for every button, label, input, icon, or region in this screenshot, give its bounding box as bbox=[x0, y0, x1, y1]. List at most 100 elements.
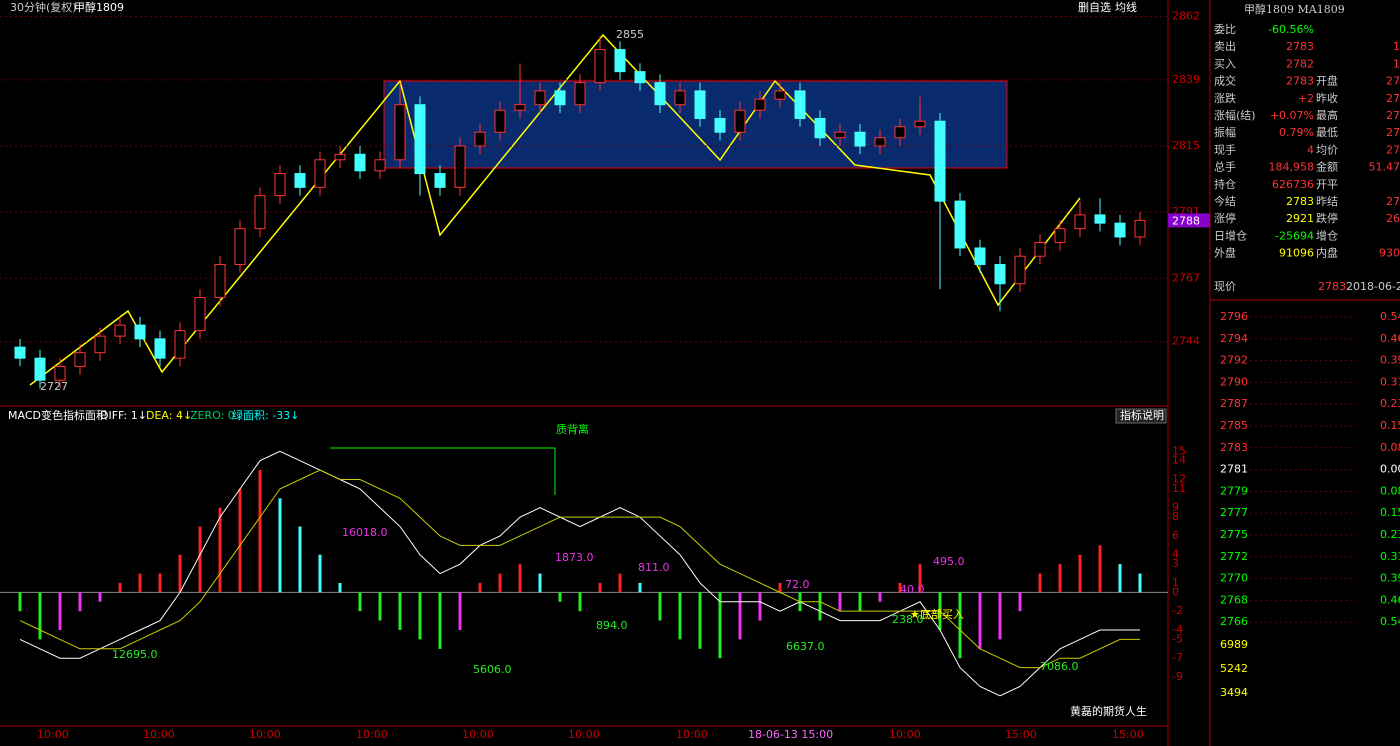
y-tick-label: -5 bbox=[1172, 632, 1183, 645]
button[interactable]: 指标说明 bbox=[1120, 408, 1164, 422]
candle-body bbox=[994, 263, 1006, 285]
volume-label: 6989 bbox=[1220, 638, 1248, 651]
y-tick-label: 2744 bbox=[1172, 335, 1200, 348]
macd-bar bbox=[698, 592, 702, 649]
macd-bar bbox=[418, 592, 422, 640]
annotation: 6637.0 bbox=[786, 640, 825, 653]
annotation: 495.0 bbox=[933, 555, 965, 568]
current-price: 2788 bbox=[1172, 214, 1200, 227]
last-label: 现价 bbox=[1214, 280, 1236, 293]
macd-bar bbox=[98, 592, 102, 602]
candle-body bbox=[674, 90, 686, 106]
annotation: 811.0 bbox=[638, 561, 670, 574]
annotation: 12695.0 bbox=[112, 648, 158, 661]
x-tick-label: 10:00 bbox=[568, 728, 600, 741]
mini-pct: 0.31 bbox=[1380, 375, 1400, 388]
quote-label: 涨幅(结) bbox=[1214, 109, 1256, 122]
button[interactable]: 删自选 bbox=[1078, 1, 1111, 14]
candle-body bbox=[354, 153, 366, 172]
x-tick-label: 18-06-13 15:00 bbox=[748, 728, 833, 741]
macd-bar bbox=[518, 564, 522, 593]
candle-body bbox=[1034, 241, 1046, 257]
macd-title: MACD变色指标面积 bbox=[8, 408, 107, 422]
candle-body bbox=[454, 145, 466, 188]
mini-price: 2766 bbox=[1220, 615, 1248, 628]
candle-body bbox=[274, 173, 286, 197]
candle-body bbox=[294, 173, 306, 188]
quote-value: 1 bbox=[1393, 57, 1400, 70]
quote-value: 27 bbox=[1386, 143, 1400, 156]
candle-body bbox=[714, 117, 726, 133]
quote-value: 2783 bbox=[1286, 75, 1314, 88]
y-tick-label: 2839 bbox=[1172, 73, 1200, 86]
macd-bar bbox=[1018, 592, 1022, 612]
candle-body bbox=[154, 338, 166, 359]
x-tick-label: 10:00 bbox=[889, 728, 921, 741]
mini-price: 2772 bbox=[1220, 550, 1248, 563]
mini-price: 2796 bbox=[1220, 310, 1248, 323]
mini-pct: 0.23 bbox=[1380, 397, 1400, 410]
y-tick-label: 14 bbox=[1172, 454, 1186, 467]
quote-label: 现手 bbox=[1214, 142, 1236, 156]
annotation: 2855 bbox=[616, 28, 644, 41]
quote-value: 930 bbox=[1379, 247, 1400, 260]
legend-dea: DEA: 4↓ bbox=[146, 409, 192, 422]
quote-value: 4 bbox=[1307, 143, 1314, 156]
x-tick-label: 15:00 bbox=[1112, 728, 1144, 741]
quote-value: 91096 bbox=[1279, 247, 1314, 260]
quote-label: 昨结 bbox=[1316, 195, 1338, 208]
x-tick-label: 10:00 bbox=[356, 728, 388, 741]
x-tick-label: 10:00 bbox=[143, 728, 175, 741]
quote-label: 持仓 bbox=[1214, 177, 1236, 191]
quote-value: 1 bbox=[1393, 40, 1400, 53]
y-tick-label: 12 bbox=[1172, 472, 1186, 485]
mini-pct: 0.39 bbox=[1380, 354, 1400, 367]
candle-body bbox=[94, 335, 106, 354]
candle-body bbox=[934, 120, 946, 202]
candle-body bbox=[374, 159, 386, 172]
volume-label: 5242 bbox=[1220, 662, 1248, 675]
quote-value: 26 bbox=[1386, 212, 1400, 225]
quote-label: 外盘 bbox=[1214, 246, 1236, 260]
button[interactable]: 均线 bbox=[1115, 0, 1137, 14]
quote-value: 51.47 bbox=[1369, 161, 1400, 174]
y-tick-label: 2862 bbox=[1172, 10, 1200, 23]
macd-bar bbox=[618, 573, 622, 593]
candle-body bbox=[614, 49, 626, 73]
macd-bar bbox=[998, 592, 1002, 640]
candle-body bbox=[314, 159, 326, 188]
macd-bar bbox=[18, 592, 22, 612]
macd-bar bbox=[918, 564, 922, 593]
mini-price: 2787 bbox=[1220, 397, 1248, 410]
macd-bar bbox=[338, 582, 342, 593]
macd-bar bbox=[118, 582, 122, 593]
macd-bar bbox=[838, 592, 842, 612]
button-box[interactable] bbox=[1115, 408, 1167, 424]
candle-body bbox=[174, 330, 186, 359]
y-tick-label: 3 bbox=[1172, 557, 1179, 570]
quote-value: 27 bbox=[1386, 109, 1400, 122]
quote-value: 626736 bbox=[1272, 178, 1314, 191]
candle-body bbox=[74, 352, 86, 367]
quote-label: 增仓 bbox=[1316, 228, 1338, 242]
macd-bar bbox=[878, 592, 882, 602]
quote-value: 184,958 bbox=[1269, 161, 1315, 174]
candle-body bbox=[234, 228, 246, 265]
mini-price: 2777 bbox=[1220, 506, 1248, 519]
candle-body bbox=[854, 131, 866, 147]
candle-body bbox=[834, 131, 846, 139]
candle-body bbox=[334, 153, 346, 161]
macd-bar bbox=[738, 592, 742, 640]
macd-bar bbox=[678, 592, 682, 640]
mini-price: 2794 bbox=[1220, 332, 1248, 345]
candle-body bbox=[14, 346, 26, 359]
candle-body bbox=[254, 195, 266, 230]
annotation: 质背离 bbox=[556, 422, 589, 436]
macd-bar bbox=[898, 582, 902, 593]
candle-body bbox=[1054, 228, 1066, 243]
mini-pct: 0.15 bbox=[1380, 506, 1400, 519]
quote-value: 27 bbox=[1386, 75, 1400, 88]
legend-zero: ZERO: 0 bbox=[190, 409, 235, 422]
annotation: 2727 bbox=[40, 380, 68, 393]
